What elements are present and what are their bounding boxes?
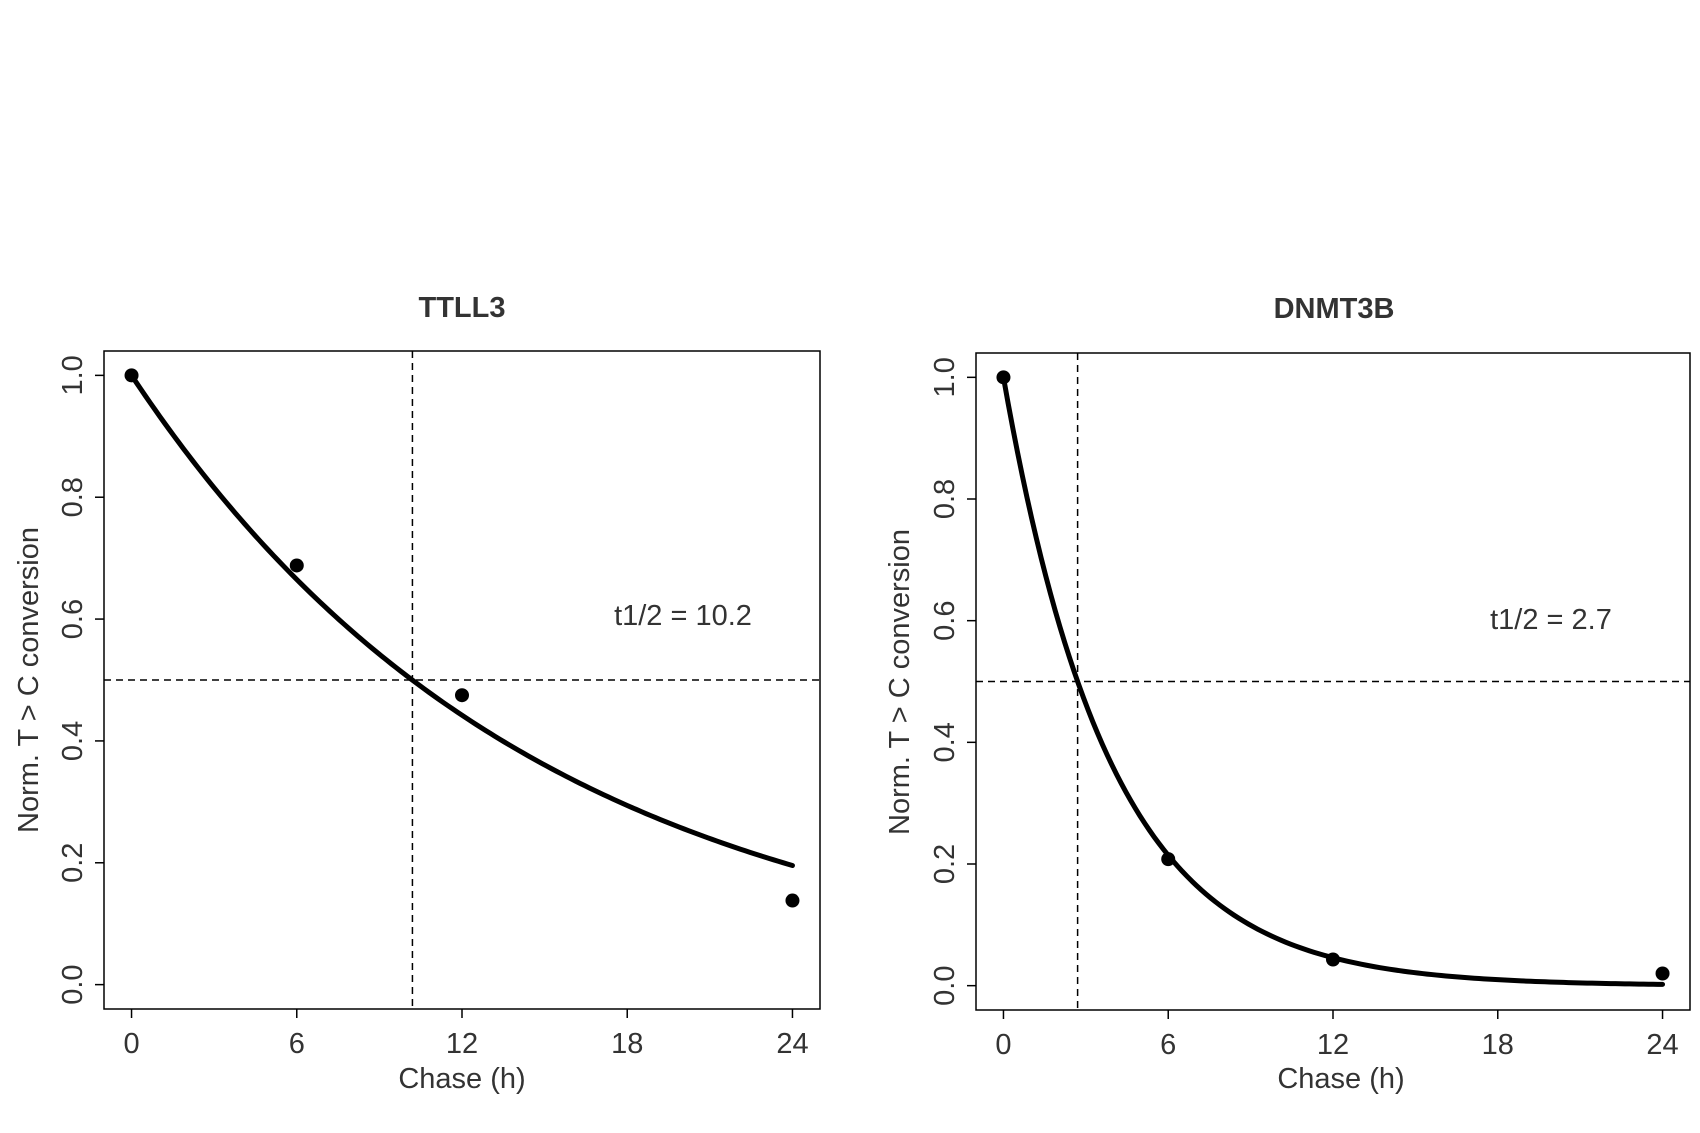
y-tick-label: 0.0 [929,966,961,1006]
data-point [785,893,800,908]
chart-panel-dnmt3b: DNMT3B 0 6 12 18 24 0.0 0.2 0.4 0.6 0.8 1.0 t1/2 =… [884,293,1691,1095]
x-tick-label: 0 [995,1029,1011,1061]
chart-title: TTLL3 [419,292,506,324]
data-point [289,558,304,573]
y-tick-label: 0.0 [57,964,89,1004]
y-tick-label: 0.6 [57,599,89,639]
data-point [1161,852,1176,867]
y-tick-label: 0.2 [57,843,89,883]
y-tick-label: 0.6 [929,601,961,641]
x-tick-label: 24 [1646,1029,1678,1061]
plot-area: 0 6 12 18 24 0.0 0.2 0.4 0.6 0.8 1.0 [57,351,820,1060]
fit-curve [129,372,795,868]
x-axis-label: Chase (h) [398,1063,525,1095]
data-point [455,688,469,703]
y-tick-label: 0.4 [57,721,89,761]
y-tick-label: 0.8 [929,479,961,519]
x-tick-label: 18 [1482,1029,1514,1061]
data-point [1326,952,1340,967]
half-life-annotation: t1/2 = 10.2 [614,600,752,632]
x-tick-label: 6 [1160,1029,1176,1061]
x-tick-label: 6 [289,1028,305,1060]
x-tick-label: 24 [776,1028,808,1060]
half-life-annotation: t1/2 = 2.7 [1490,604,1612,636]
x-axis-label: Chase (h) [1277,1063,1404,1095]
y-axis-label: Norm. T > C conversion [884,529,916,835]
y-axis-label: Norm. T > C conversion [13,527,45,833]
y-tick-label: 0.8 [57,477,89,517]
x-tick-label: 12 [1317,1029,1349,1061]
plot-frame [103,350,821,1010]
data-point [996,370,1011,385]
chart-title: DNMT3B [1274,293,1395,325]
data-point [1655,966,1670,981]
y-tick-label: 0.4 [929,722,961,762]
data-point [124,368,139,383]
x-tick-label: 0 [123,1028,139,1060]
y-tick-label: 1.0 [57,355,89,395]
y-tick-label: 0.2 [929,844,961,884]
chart-panel-ttll3: TTLL3 0 6 12 18 24 0.0 0.2 0.4 0.6 0.8 1.0 t1/2 = … [13,292,821,1095]
x-tick-label: 12 [446,1028,478,1060]
y-tick-label: 1.0 [929,357,961,397]
plot-area: 0 6 12 18 24 0.0 0.2 0.4 0.6 0.8 1.0 [929,353,1690,1061]
x-tick-label: 18 [611,1028,643,1060]
